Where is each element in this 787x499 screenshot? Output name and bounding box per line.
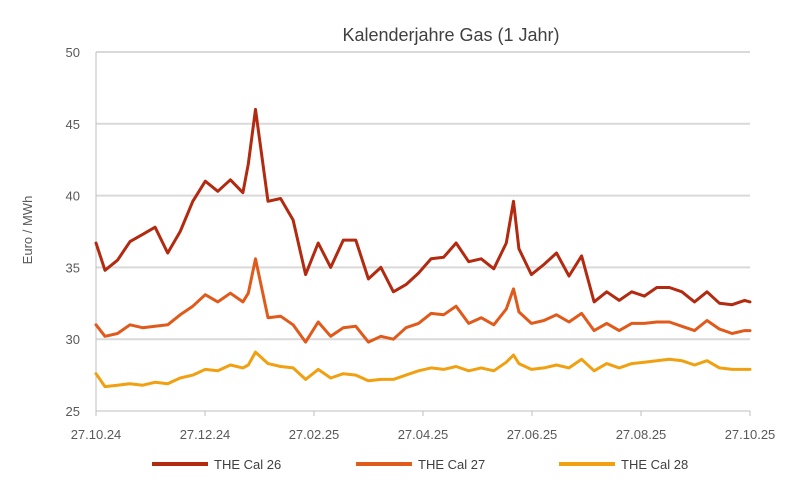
x-tick-label: 27.02.25 xyxy=(289,427,340,442)
y-tick-labels: 25 30 35 40 45 50 xyxy=(66,45,80,419)
legend-label: THE Cal 28 xyxy=(621,457,688,472)
series-line-2 xyxy=(94,257,752,344)
x-tick-labels: 27.10.24 27.12.24 27.02.25 27.04.25 27.06.25… xyxy=(71,411,776,442)
y-tick-label: 35 xyxy=(66,260,80,275)
x-tick-label: 27.08.25 xyxy=(616,427,667,442)
y-tick-label: 50 xyxy=(66,45,80,60)
series-line-1 xyxy=(94,107,752,307)
y-tick-label: 45 xyxy=(66,117,80,132)
y-tick-label: 30 xyxy=(66,332,80,347)
series-line-3 xyxy=(94,350,752,389)
y-axis-label: Euro / MWh xyxy=(20,196,35,265)
series-lines xyxy=(94,107,752,389)
x-tick-label: 27.04.25 xyxy=(398,427,449,442)
y-tick-label: 25 xyxy=(66,404,80,419)
y-tick-label: 40 xyxy=(66,189,80,204)
legend-label: THE Cal 27 xyxy=(418,457,485,472)
x-tick-label: 27.06.25 xyxy=(507,427,558,442)
chart-title: Kalenderjahre Gas (1 Jahr) xyxy=(342,25,559,45)
x-tick-label: 27.12.24 xyxy=(180,427,231,442)
x-tick-label: 27.10.25 xyxy=(725,427,776,442)
grid-lines xyxy=(95,51,750,412)
legend-label: THE Cal 26 xyxy=(214,457,281,472)
x-tick-label: 27.10.24 xyxy=(71,427,122,442)
legend: THE Cal 26 THE Cal 27 THE Cal 28 xyxy=(152,457,688,472)
